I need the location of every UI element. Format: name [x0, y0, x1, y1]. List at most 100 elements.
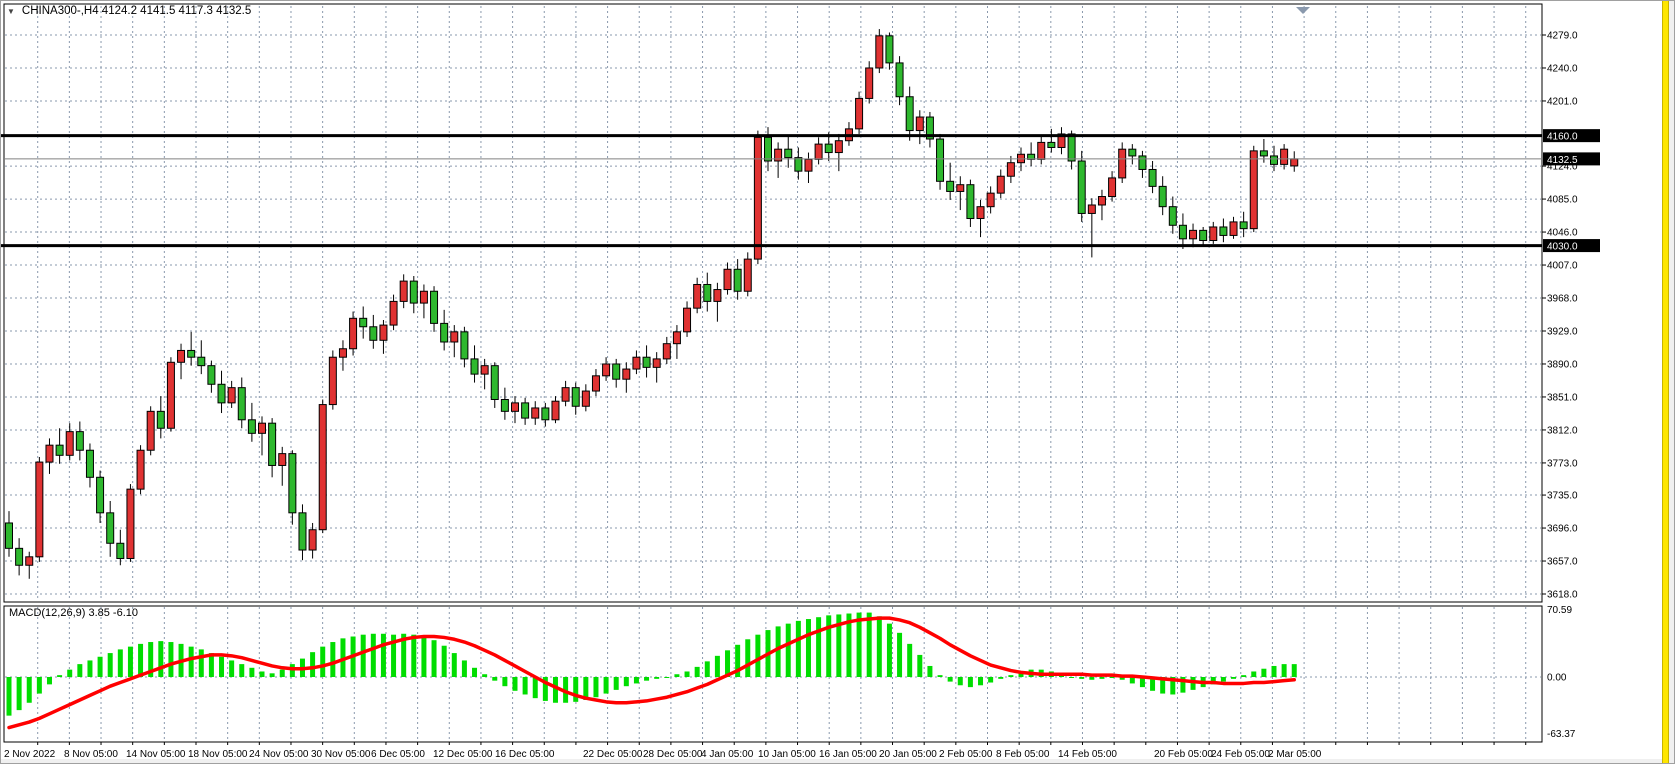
- candle-bullish: [45, 444, 54, 463]
- macd-histogram-bar: [907, 643, 913, 677]
- candle-bullish: [683, 307, 692, 333]
- price-axis-label: 3812.0: [1547, 425, 1578, 436]
- time-axis-label: 2 Mar 05:00: [1268, 749, 1322, 760]
- macd-histogram-bar: [472, 667, 478, 677]
- chart-title-bar: ▼ CHINA300-,H4 4124.2 4141.5 4117.3 4132…: [7, 5, 251, 17]
- macd-histogram-bar: [816, 617, 822, 677]
- macd-histogram-bar: [725, 650, 731, 677]
- candle-bullish: [1108, 177, 1117, 198]
- time-axis-label: 8 Nov 05:00: [64, 749, 118, 760]
- macd-histogram-bar: [735, 644, 741, 677]
- macd-histogram-bar: [846, 613, 852, 677]
- macd-histogram-bar: [330, 642, 336, 677]
- macd-histogram-bar: [461, 660, 467, 677]
- macd-histogram-bar: [249, 667, 255, 677]
- candle-bearish: [1178, 224, 1187, 240]
- macd-histogram-bar: [1251, 671, 1257, 677]
- macd-histogram-bar: [573, 677, 579, 702]
- macd-histogram-bar: [289, 664, 295, 677]
- candle-bullish: [1057, 133, 1066, 148]
- candle-bearish: [217, 383, 226, 404]
- macd-histogram-bar: [552, 677, 558, 703]
- macd-histogram-bar: [805, 619, 811, 677]
- macd-histogram-bar: [360, 634, 366, 677]
- price-axis-label: 3890.0: [1547, 359, 1578, 370]
- candle-bullish: [693, 283, 702, 309]
- price-axis-label: 3618.0: [1547, 590, 1578, 601]
- macd-histogram-bar: [856, 612, 862, 677]
- candle-bearish: [237, 387, 246, 421]
- macd-histogram-bar: [593, 677, 599, 698]
- price-axis-label: 3773.0: [1547, 458, 1578, 469]
- symbol-dropdown-icon[interactable]: ▼: [7, 6, 15, 16]
- macd-histogram-bar: [917, 654, 923, 677]
- candle-bullish: [511, 402, 519, 412]
- macd-histogram-bar: [46, 677, 52, 685]
- candle-bearish: [905, 96, 914, 132]
- candle-bullish: [389, 300, 398, 326]
- candle-bullish: [166, 361, 175, 429]
- candle-bullish: [865, 67, 874, 99]
- price-level-tag: [1543, 239, 1600, 253]
- price-axis-label: 4046.0: [1547, 228, 1578, 239]
- candle-bullish: [1280, 148, 1289, 165]
- macd-histogram-bar: [866, 612, 872, 677]
- candle-bearish: [936, 138, 945, 182]
- candle-bullish: [25, 556, 34, 566]
- time-axis-label: 14 Feb 05:00: [1058, 749, 1117, 760]
- candle-bearish: [207, 365, 216, 385]
- macd-signal-line: [7, 616, 1296, 730]
- macd-pane[interactable]: [3, 605, 1543, 743]
- macd-histogram-bar: [370, 633, 376, 677]
- macd-histogram-bar: [36, 677, 42, 694]
- candle-bullish: [996, 175, 1005, 194]
- candle-bullish: [875, 35, 884, 69]
- chart-title: CHINA300-,H4 4124.2 4141.5 4117.3 4132.5: [21, 5, 252, 17]
- macd-histogram-bar: [107, 653, 113, 677]
- price-axis-label: 3968.0: [1547, 294, 1578, 305]
- macd-histogram-bar: [1231, 677, 1237, 679]
- candle-bullish: [136, 449, 145, 490]
- candle-bullish: [258, 422, 266, 434]
- candle-bearish: [55, 444, 64, 456]
- price-axis-label: 3851.0: [1547, 392, 1578, 403]
- price-level-tag-label: 4160.0: [1547, 132, 1578, 143]
- macd-histogram-bar: [492, 677, 498, 681]
- candle-bearish: [1148, 168, 1157, 187]
- macd-histogram-bar: [138, 643, 144, 677]
- candle-bearish: [925, 116, 934, 140]
- macd-histogram-bar: [1069, 677, 1075, 678]
- candle-bearish: [521, 402, 530, 419]
- candle-bearish: [1047, 141, 1056, 148]
- time-axis-label: 4 Jan 05:00: [701, 749, 754, 760]
- candle-bearish: [187, 349, 196, 358]
- main-price-pane[interactable]: [3, 3, 1543, 603]
- candle-bearish: [298, 512, 307, 551]
- macd-histogram-bar: [1271, 665, 1277, 677]
- current-price-tag: [1543, 152, 1600, 166]
- candle-bearish: [1168, 206, 1177, 226]
- macd-histogram-bar: [603, 677, 609, 694]
- chart-shift-marker-icon[interactable]: [1296, 7, 1310, 14]
- candle-bullish: [419, 290, 428, 304]
- candle-bullish: [308, 529, 317, 551]
- macd-histogram-bar: [320, 646, 326, 677]
- candle-bullish: [379, 324, 388, 341]
- candle-bullish: [531, 407, 540, 419]
- macd-histogram-bar: [1139, 677, 1145, 688]
- candle-bearish: [703, 283, 712, 302]
- candle-bullish: [146, 410, 155, 451]
- macd-histogram-bar: [623, 677, 629, 687]
- candle-bullish: [672, 331, 681, 345]
- candle-bearish: [1199, 229, 1208, 242]
- macd-histogram-bar: [664, 677, 670, 678]
- macd-histogram-bar: [927, 665, 933, 677]
- macd-histogram-bar: [745, 639, 751, 677]
- candle-bearish: [5, 522, 13, 549]
- macd-histogram-bar: [208, 653, 214, 677]
- candle-bullish: [126, 488, 135, 559]
- macd-histogram-bar: [644, 677, 650, 681]
- macd-histogram-bar: [897, 632, 903, 677]
- time-axis-label: 28 Dec 05:00: [643, 749, 703, 760]
